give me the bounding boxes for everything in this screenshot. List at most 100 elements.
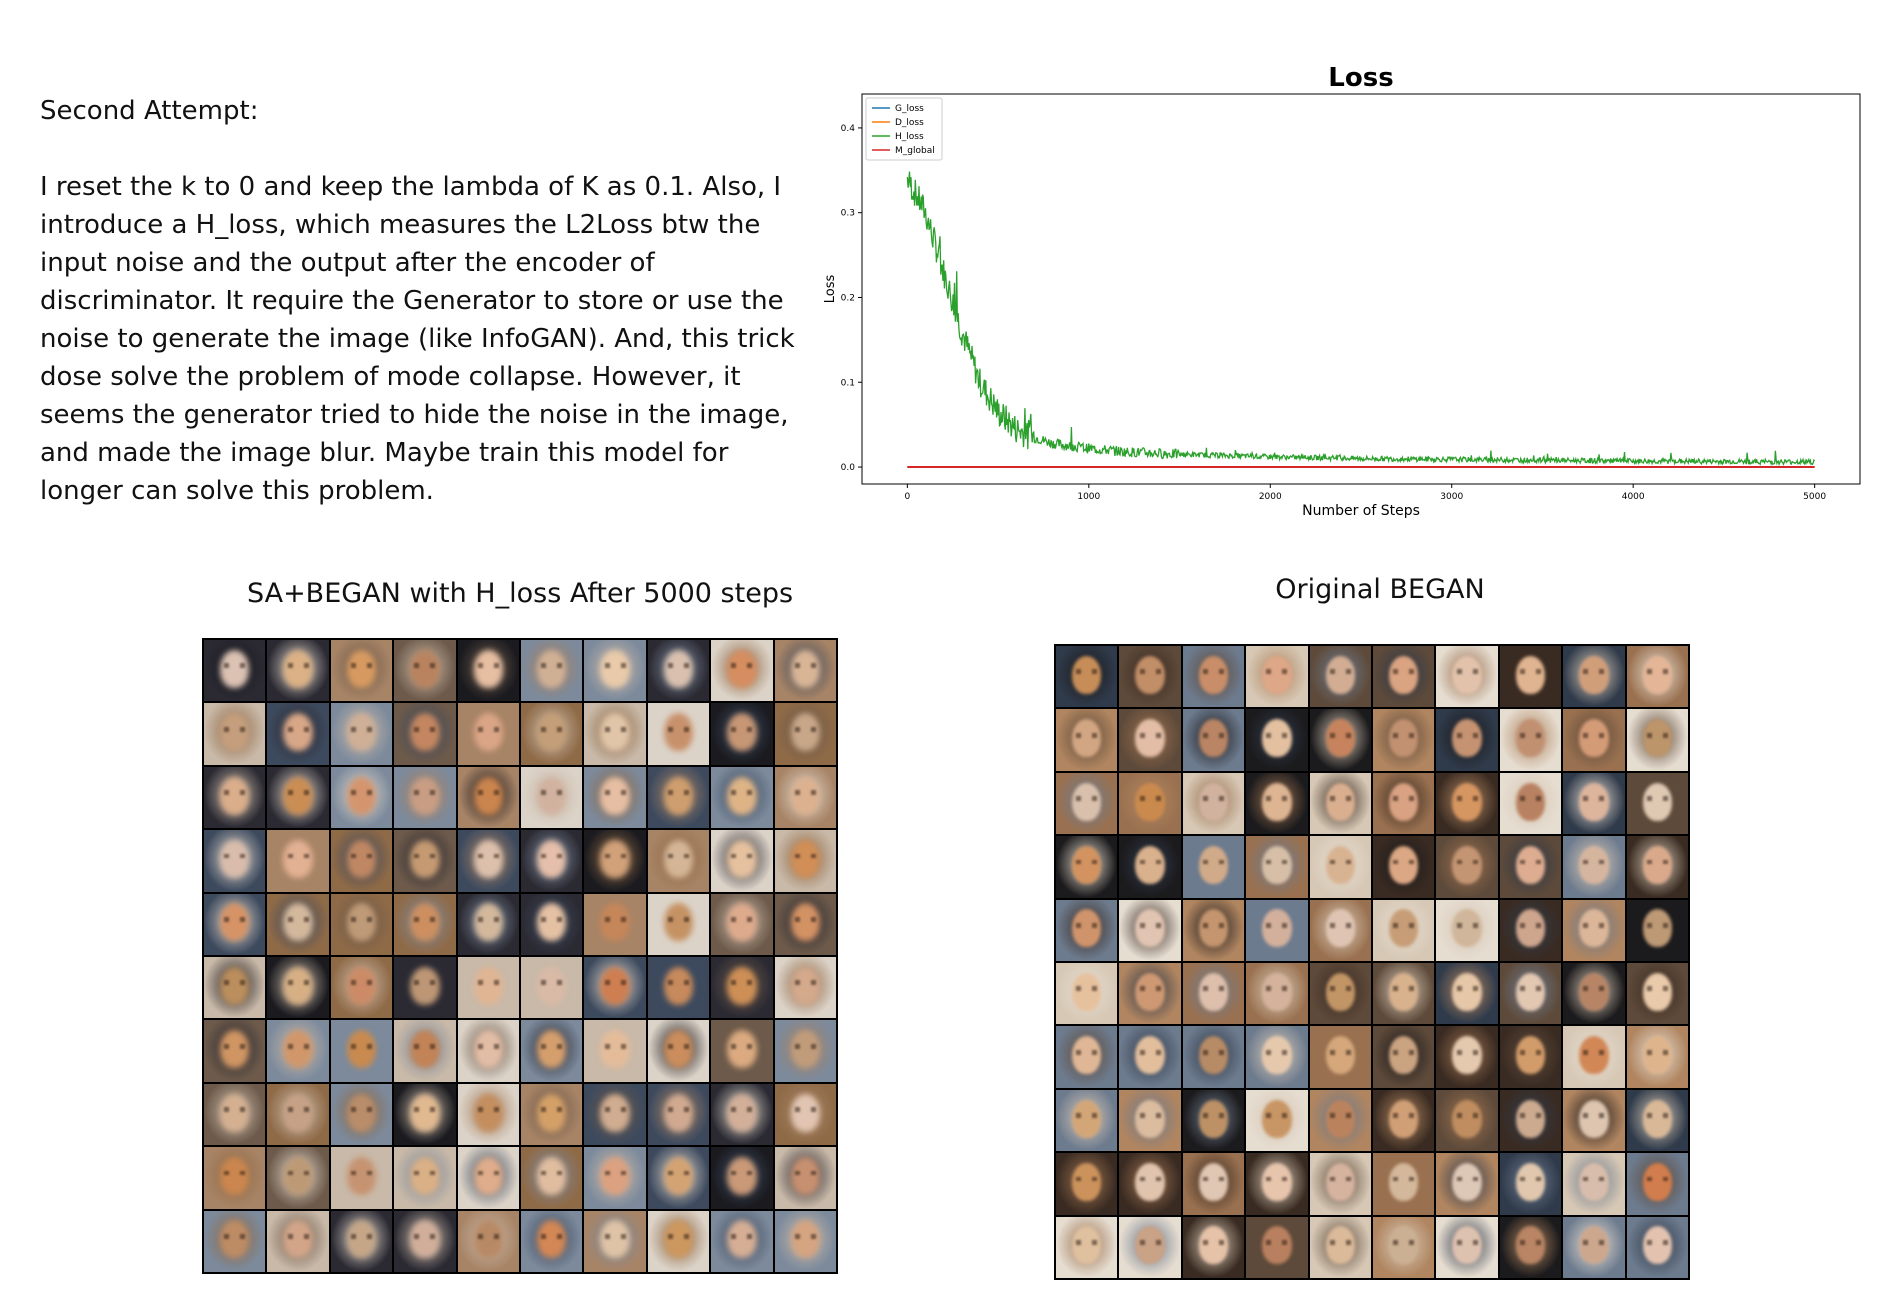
face-thumbnail [647, 766, 710, 829]
face-thumbnail [774, 957, 836, 1019]
face-thumbnail [1119, 709, 1181, 771]
face-thumbnail [1626, 709, 1688, 771]
x-tick-label: 1000 [1077, 492, 1100, 502]
face-thumbnail [1499, 1153, 1562, 1215]
face-thumbnail [584, 766, 646, 829]
face-thumbnail [774, 893, 836, 955]
face-thumbnail [1499, 836, 1562, 898]
face-thumbnail [204, 1083, 266, 1146]
face-thumbnail [1182, 836, 1245, 898]
face-thumbnail [1246, 772, 1308, 835]
face-thumbnail [1309, 1089, 1371, 1152]
face-thumbnail [267, 1020, 329, 1082]
x-tick-label: 5000 [1803, 492, 1826, 502]
legend-entry: G_loss [895, 104, 924, 114]
face-thumbnail [774, 1210, 836, 1272]
face-thumbnail [1056, 836, 1118, 898]
face-thumbnail [1119, 1089, 1181, 1152]
face-thumbnail [1119, 963, 1181, 1025]
face-thumbnail [1182, 963, 1245, 1025]
face-thumbnail [1373, 1153, 1435, 1215]
face-thumbnail [1246, 646, 1308, 708]
face-thumbnail [1246, 899, 1308, 961]
face-thumbnail [1056, 1216, 1118, 1278]
face-thumbnail [1563, 963, 1625, 1025]
face-thumbnail [711, 640, 773, 702]
face-thumbnail [521, 1083, 583, 1146]
face-thumbnail [457, 1147, 519, 1209]
face-thumbnail [1436, 646, 1498, 708]
face-thumbnail [1563, 1153, 1625, 1215]
face-thumbnail [774, 703, 836, 765]
face-thumbnail [1373, 963, 1435, 1025]
face-thumbnail [1626, 1089, 1688, 1152]
face-thumbnail [711, 1147, 773, 1209]
legend-entry: H_loss [895, 132, 924, 142]
y-tick-label: 0.1 [841, 378, 855, 388]
face-thumbnail [1436, 1153, 1498, 1215]
face-thumbnail [1119, 899, 1181, 961]
face-thumbnail [521, 640, 583, 702]
face-thumbnail [1436, 836, 1498, 898]
face-thumbnail [330, 1210, 393, 1272]
face-thumbnail [1563, 836, 1625, 898]
face-thumbnail [774, 1147, 836, 1209]
legend-entry: M_global [895, 146, 935, 156]
face-thumbnail [521, 957, 583, 1019]
face-thumbnail [1119, 772, 1181, 835]
face-thumbnail [1373, 709, 1435, 771]
face-thumbnail [1119, 1153, 1181, 1215]
face-thumbnail [1119, 1216, 1181, 1278]
face-thumbnail [1246, 1216, 1308, 1278]
face-thumbnail [1499, 772, 1562, 835]
face-thumbnail [1626, 1216, 1688, 1278]
face-thumbnail [1436, 772, 1498, 835]
face-thumbnail [1373, 836, 1435, 898]
face-thumbnail [394, 1020, 456, 1082]
face-thumbnail [394, 1210, 456, 1272]
face-thumbnail [584, 1083, 646, 1146]
face-thumbnail [1182, 646, 1245, 708]
face-thumbnail [1373, 1216, 1435, 1278]
face-thumbnail [267, 640, 329, 702]
face-thumbnail [1182, 1026, 1245, 1088]
face-thumbnail [267, 1083, 329, 1146]
face-thumbnail [1056, 709, 1118, 771]
face-thumbnail [330, 766, 393, 829]
face-thumbnail [204, 1210, 266, 1272]
face-thumbnail [457, 957, 519, 1019]
face-thumbnail [330, 1147, 393, 1209]
face-thumbnail [1436, 1026, 1498, 1088]
face-thumbnail [1119, 836, 1181, 898]
face-thumbnail [267, 1210, 329, 1272]
face-thumbnail [1436, 963, 1498, 1025]
face-thumbnail [584, 640, 646, 702]
face-thumbnail [1056, 1089, 1118, 1152]
y-tick-label: 0.3 [841, 209, 855, 219]
face-thumbnail [457, 640, 519, 702]
face-thumbnail [774, 1020, 836, 1082]
face-thumbnail [774, 830, 836, 892]
face-thumbnail [394, 957, 456, 1019]
notes-body: I reset the k to 0 and keep the lambda o… [40, 172, 795, 506]
right-grid-title: Original BEGAN [1275, 574, 1485, 605]
face-thumbnail [1499, 646, 1562, 708]
face-thumbnail [1626, 899, 1688, 961]
face-thumbnail [1373, 1026, 1435, 1088]
sa-began-face-grid [202, 638, 838, 1274]
face-thumbnail [1056, 1026, 1118, 1088]
face-thumbnail [1499, 1216, 1562, 1278]
face-thumbnail [584, 703, 646, 765]
face-thumbnail [647, 957, 710, 1019]
face-thumbnail [1309, 1153, 1371, 1215]
face-thumbnail [394, 703, 456, 765]
face-thumbnail [330, 893, 393, 955]
face-thumbnail [521, 703, 583, 765]
face-thumbnail [1373, 772, 1435, 835]
face-thumbnail [521, 1020, 583, 1082]
face-thumbnail [1499, 1089, 1562, 1152]
face-thumbnail [647, 703, 710, 765]
face-thumbnail [1119, 646, 1181, 708]
face-thumbnail [1056, 1153, 1118, 1215]
face-thumbnail [1563, 709, 1625, 771]
